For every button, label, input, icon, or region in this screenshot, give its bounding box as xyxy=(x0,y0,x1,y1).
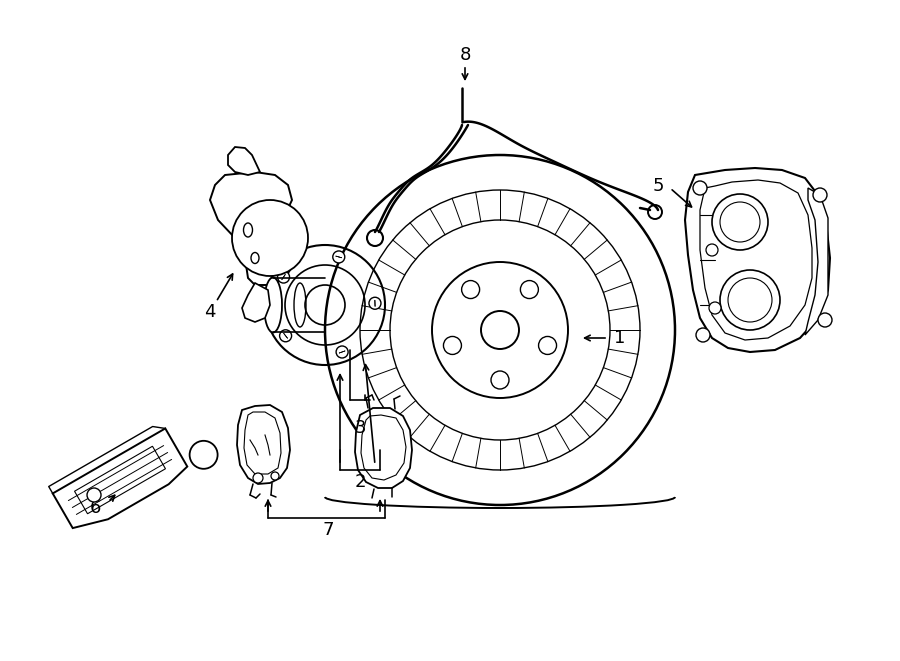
Polygon shape xyxy=(242,283,270,322)
Text: 5: 5 xyxy=(652,177,664,195)
Ellipse shape xyxy=(264,278,282,332)
Text: 4: 4 xyxy=(204,303,216,321)
Text: 3: 3 xyxy=(355,419,365,437)
Text: 7: 7 xyxy=(322,521,334,539)
Polygon shape xyxy=(805,188,828,335)
Text: 6: 6 xyxy=(89,499,101,517)
Polygon shape xyxy=(210,172,295,285)
Text: 8: 8 xyxy=(459,46,471,64)
Circle shape xyxy=(696,328,710,342)
Circle shape xyxy=(818,313,832,327)
Circle shape xyxy=(253,473,263,483)
Circle shape xyxy=(232,200,308,276)
Text: 2: 2 xyxy=(355,473,365,491)
Circle shape xyxy=(369,297,381,309)
Circle shape xyxy=(336,346,348,358)
Circle shape xyxy=(271,472,279,480)
Polygon shape xyxy=(53,428,187,528)
Circle shape xyxy=(277,271,290,283)
Circle shape xyxy=(333,251,345,263)
Circle shape xyxy=(709,302,721,314)
Circle shape xyxy=(190,441,218,469)
Polygon shape xyxy=(237,405,290,484)
Circle shape xyxy=(693,181,707,195)
Circle shape xyxy=(712,194,768,250)
Polygon shape xyxy=(685,168,830,352)
Circle shape xyxy=(720,270,780,330)
Text: 1: 1 xyxy=(615,329,626,347)
Circle shape xyxy=(87,488,101,502)
Polygon shape xyxy=(228,147,260,175)
Circle shape xyxy=(706,244,718,256)
Circle shape xyxy=(280,330,292,342)
Circle shape xyxy=(813,188,827,202)
Polygon shape xyxy=(355,408,412,488)
